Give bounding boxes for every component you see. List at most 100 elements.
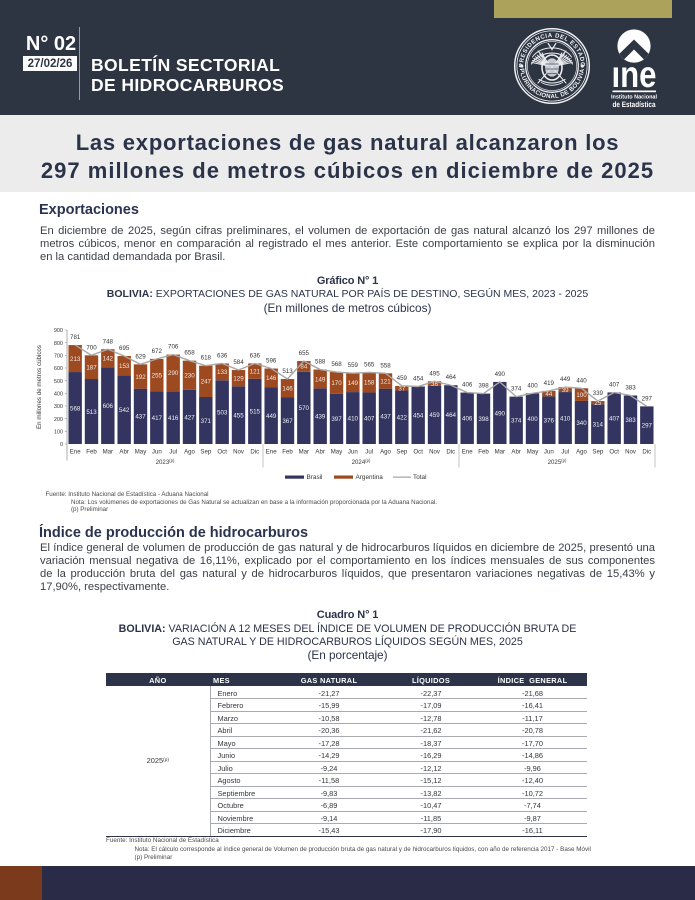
svg-text:416: 416 [168, 415, 179, 422]
svg-text:146: 146 [282, 386, 293, 393]
svg-text:439: 439 [315, 414, 326, 421]
svg-text:672: 672 [152, 348, 163, 355]
svg-text:de Estadística: de Estadística [613, 100, 657, 109]
svg-text:464: 464 [446, 412, 457, 419]
svg-text:407: 407 [609, 381, 620, 388]
svg-text:121: 121 [380, 378, 391, 385]
svg-text:Sep: Sep [592, 449, 603, 456]
svg-text:Feb: Feb [282, 449, 293, 456]
svg-text:490: 490 [495, 410, 506, 417]
svg-text:0: 0 [60, 442, 63, 448]
svg-text:May: May [527, 449, 539, 456]
svg-text:570: 570 [299, 405, 310, 412]
svg-text:400: 400 [527, 416, 538, 423]
svg-text:Brasil: Brasil [307, 474, 323, 481]
svg-text:339: 339 [593, 390, 604, 397]
svg-text:Abr: Abr [119, 449, 128, 456]
svg-text:84: 84 [300, 364, 307, 371]
svg-text:187: 187 [86, 365, 97, 372]
svg-text:192: 192 [135, 374, 146, 381]
svg-text:515: 515 [250, 409, 261, 416]
svg-text:44: 44 [545, 391, 552, 398]
svg-text:25: 25 [594, 400, 601, 407]
svg-text:500: 500 [54, 379, 63, 385]
svg-text:655: 655 [299, 350, 310, 357]
svg-text:Total: Total [413, 474, 427, 481]
svg-text:584: 584 [233, 359, 244, 366]
svg-text:449: 449 [266, 413, 277, 420]
svg-text:Nov: Nov [233, 449, 245, 456]
svg-text:636: 636 [250, 352, 261, 359]
svg-text:340: 340 [576, 420, 587, 427]
svg-text:158: 158 [364, 380, 375, 387]
svg-text:Ago: Ago [184, 449, 195, 456]
svg-text:Nov: Nov [625, 449, 637, 456]
svg-text:314: 314 [593, 421, 604, 428]
svg-text:153: 153 [119, 363, 130, 370]
svg-text:410: 410 [348, 415, 359, 422]
svg-text:Sep: Sep [200, 449, 211, 456]
svg-text:600: 600 [54, 366, 63, 372]
svg-text:Jun: Jun [152, 449, 162, 456]
svg-text:290: 290 [168, 370, 179, 377]
svg-text:Abr: Abr [511, 449, 520, 456]
svg-text:May: May [135, 449, 147, 456]
svg-text:247: 247 [201, 379, 212, 386]
svg-text:Dic: Dic [446, 449, 455, 456]
svg-text:133: 133 [217, 369, 228, 376]
svg-text:297: 297 [642, 423, 653, 430]
svg-text:En millones de metros cúbicos: En millones de metros cúbicos [36, 345, 43, 429]
svg-text:636: 636 [217, 352, 228, 359]
svg-text:437: 437 [380, 414, 391, 421]
svg-text:455: 455 [233, 413, 244, 420]
svg-text:459: 459 [429, 412, 440, 419]
svg-text:618: 618 [201, 355, 212, 362]
svg-text:568: 568 [331, 361, 342, 368]
svg-text:464: 464 [446, 374, 457, 381]
svg-text:440: 440 [576, 377, 587, 384]
svg-text:422: 422 [397, 415, 408, 422]
svg-text:417: 417 [152, 415, 163, 422]
svg-text:Abr: Abr [315, 449, 324, 456]
svg-text:230: 230 [184, 373, 195, 380]
svg-text:100: 100 [54, 430, 63, 436]
svg-text:400: 400 [527, 382, 538, 389]
svg-text:149: 149 [315, 376, 326, 383]
svg-text:495: 495 [429, 370, 440, 377]
svg-text:542: 542 [119, 407, 130, 414]
svg-text:419: 419 [544, 380, 555, 387]
svg-text:Feb: Feb [478, 449, 489, 456]
svg-text:Ago: Ago [380, 449, 391, 456]
svg-text:700: 700 [54, 354, 63, 360]
svg-text:Ene: Ene [70, 449, 81, 456]
svg-text:374: 374 [511, 418, 522, 425]
svg-text:606: 606 [103, 403, 114, 410]
svg-text:596: 596 [266, 358, 277, 365]
svg-text:100: 100 [576, 392, 587, 399]
svg-text:503: 503 [217, 409, 228, 416]
svg-text:146: 146 [266, 375, 277, 382]
svg-text:371: 371 [201, 418, 212, 425]
svg-text:May: May [331, 449, 343, 456]
svg-text:Jul: Jul [561, 449, 569, 456]
svg-text:Jun: Jun [348, 449, 358, 456]
svg-text:Sep: Sep [396, 449, 407, 456]
svg-text:410: 410 [560, 415, 571, 422]
svg-text:658: 658 [184, 350, 195, 357]
svg-text:558: 558 [380, 362, 391, 369]
svg-text:383: 383 [625, 385, 636, 392]
svg-text:Oct: Oct [609, 449, 619, 456]
svg-text:Oct: Oct [413, 449, 423, 456]
svg-text:170: 170 [331, 380, 342, 387]
svg-text:2024(p): 2024(p) [352, 458, 371, 466]
svg-text:459: 459 [397, 375, 408, 382]
svg-text:300: 300 [54, 404, 63, 410]
svg-text:Nov: Nov [429, 449, 441, 456]
svg-text:374: 374 [511, 386, 522, 393]
svg-text:376: 376 [544, 418, 555, 425]
svg-text:700: 700 [86, 344, 97, 351]
svg-text:367: 367 [282, 418, 293, 425]
svg-text:Jul: Jul [169, 449, 177, 456]
svg-text:437: 437 [135, 414, 146, 421]
svg-text:297: 297 [642, 395, 653, 402]
